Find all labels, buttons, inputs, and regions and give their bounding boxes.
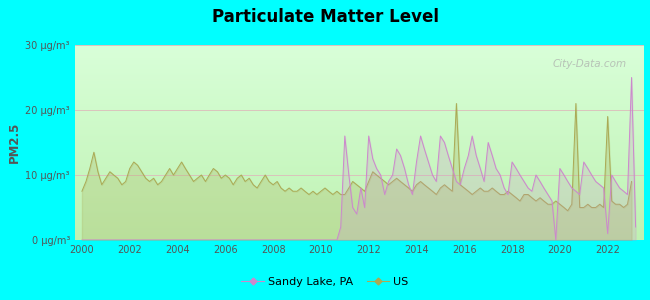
Legend: Sandy Lake, PA, US: Sandy Lake, PA, US bbox=[237, 273, 413, 291]
Text: Particulate Matter Level: Particulate Matter Level bbox=[211, 8, 439, 26]
Y-axis label: PM2.5: PM2.5 bbox=[8, 122, 21, 163]
Text: City-Data.com: City-Data.com bbox=[552, 58, 627, 69]
